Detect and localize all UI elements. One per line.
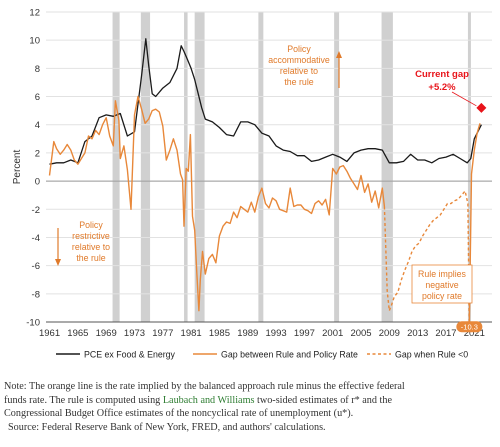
series-line-2 xyxy=(383,190,470,327)
recession-band xyxy=(194,12,205,322)
x-tick-label: 1965 xyxy=(67,328,88,339)
y-tick-label: 4 xyxy=(35,120,40,131)
x-tick-label: 2021 xyxy=(464,328,485,339)
axes: -10 -8 -6 -4 -2 0 2 4 6 8 10 12 1961 1965 1969 1973 1977… xyxy=(12,8,492,339)
legend-label-gap: Gap between Rule and Policy Rate xyxy=(221,350,358,360)
y-axis-label: Percent xyxy=(12,150,23,185)
y-tick-label: 12 xyxy=(29,8,40,19)
legend: PCE ex Food & Energy Gap between Rule and… xyxy=(56,350,468,360)
x-tick-label: 1981 xyxy=(181,328,202,339)
x-tick-label: 1985 xyxy=(209,328,230,339)
accommodative-text: accommodative xyxy=(268,55,330,65)
note-line-2-start: funds rate. The rule is computed using xyxy=(4,394,163,406)
series-line-1 xyxy=(48,95,386,312)
laubach-williams-link[interactable]: Laubach and Williams xyxy=(162,394,255,406)
rule-negative-text: policy rate xyxy=(422,291,462,301)
y-tick-label: -10 xyxy=(26,318,40,329)
accommodative-text: relative to xyxy=(280,66,318,76)
y-tick-label: -4 xyxy=(32,233,40,244)
line-chart: -10 -8 -6 -4 -2 0 2 4 6 8 10 12 1961 1965 1969 1973 1977… xyxy=(12,8,492,360)
note-line-1: Note: The orange line is the rate implie… xyxy=(4,381,405,392)
accommodative-text: Policy xyxy=(287,44,311,54)
x-tick-label: 1993 xyxy=(266,328,287,339)
recession-band xyxy=(112,12,120,322)
current-gap-label-1: Current gap xyxy=(415,69,469,80)
restrictive-text: restrictive xyxy=(72,231,110,241)
restrictive-text: the rule xyxy=(76,253,105,263)
recession-band xyxy=(184,12,188,322)
note-line-3: Congressional Budget Office estimates of… xyxy=(4,408,354,420)
y-tick-label: 8 xyxy=(35,64,40,75)
recession-band xyxy=(381,12,393,322)
x-tick-label: 2001 xyxy=(322,328,343,339)
x-tick-label: 1997 xyxy=(294,328,315,339)
x-tick-label: 1973 xyxy=(124,328,145,339)
up-arrow-head xyxy=(336,51,342,58)
note-line-2: funds rate. The rule is computed using L… xyxy=(4,394,498,408)
recession-band xyxy=(467,12,471,322)
restrictive-text: relative to xyxy=(72,242,110,252)
y-tick-label: 0 xyxy=(35,177,40,188)
y-tick-label: 10 xyxy=(29,36,40,47)
current-gap-pointer xyxy=(451,91,477,107)
x-tick-label: 2013 xyxy=(407,328,428,339)
rule-negative-text: Rule implies xyxy=(418,269,467,279)
x-tick-label: 1961 xyxy=(39,328,60,339)
chart-note: Note: The orange line is the rate implie… xyxy=(4,380,498,434)
series-line-3 xyxy=(468,123,481,327)
min-value-badge xyxy=(456,321,483,333)
rule-negative-text: negative xyxy=(425,280,458,290)
x-tick-label: 1989 xyxy=(237,328,258,339)
y-tick-label: -8 xyxy=(32,289,40,300)
current-gap-label-2: +5.2% xyxy=(428,82,456,93)
x-tick-label: 2017 xyxy=(435,328,456,339)
note-line-2-end: two-sided estimates of r* and the xyxy=(254,394,392,406)
x-tick-label: 1969 xyxy=(96,328,117,339)
series-lines xyxy=(48,38,482,327)
series-line-0 xyxy=(49,38,482,165)
restrictive-text: Policy xyxy=(79,220,103,230)
y-tick-label: -2 xyxy=(32,205,40,216)
legend-label-pce: PCE ex Food & Energy xyxy=(84,350,176,360)
annotations: Current gap+5.2%-10.3Policyaccommodative… xyxy=(55,44,487,333)
x-tick-label: 1977 xyxy=(152,328,173,339)
x-tick-label: 2005 xyxy=(350,328,371,339)
recession-band xyxy=(140,12,151,322)
y-tick-label: 2 xyxy=(35,148,40,159)
legend-label-gap-negative: Gap when Rule <0 xyxy=(395,350,468,360)
recession-bands xyxy=(112,12,471,322)
min-value-label: -10.3 xyxy=(461,323,478,332)
accommodative-text: the rule xyxy=(284,77,313,87)
down-arrow-head xyxy=(55,259,61,266)
current-gap-marker xyxy=(476,102,487,113)
y-tick-label: -6 xyxy=(32,261,40,272)
source-line: Source: Federal Reserve Bank of New York… xyxy=(8,421,326,433)
recession-band xyxy=(258,12,264,322)
recession-band xyxy=(334,12,340,322)
chart-container: -10 -8 -6 -4 -2 0 2 4 6 8 10 12 1961 1965 1969 1973 1977… xyxy=(12,8,492,360)
y-tick-label: 6 xyxy=(35,92,40,103)
x-tick-label: 2009 xyxy=(379,328,400,339)
rule-negative-box xyxy=(411,264,473,304)
